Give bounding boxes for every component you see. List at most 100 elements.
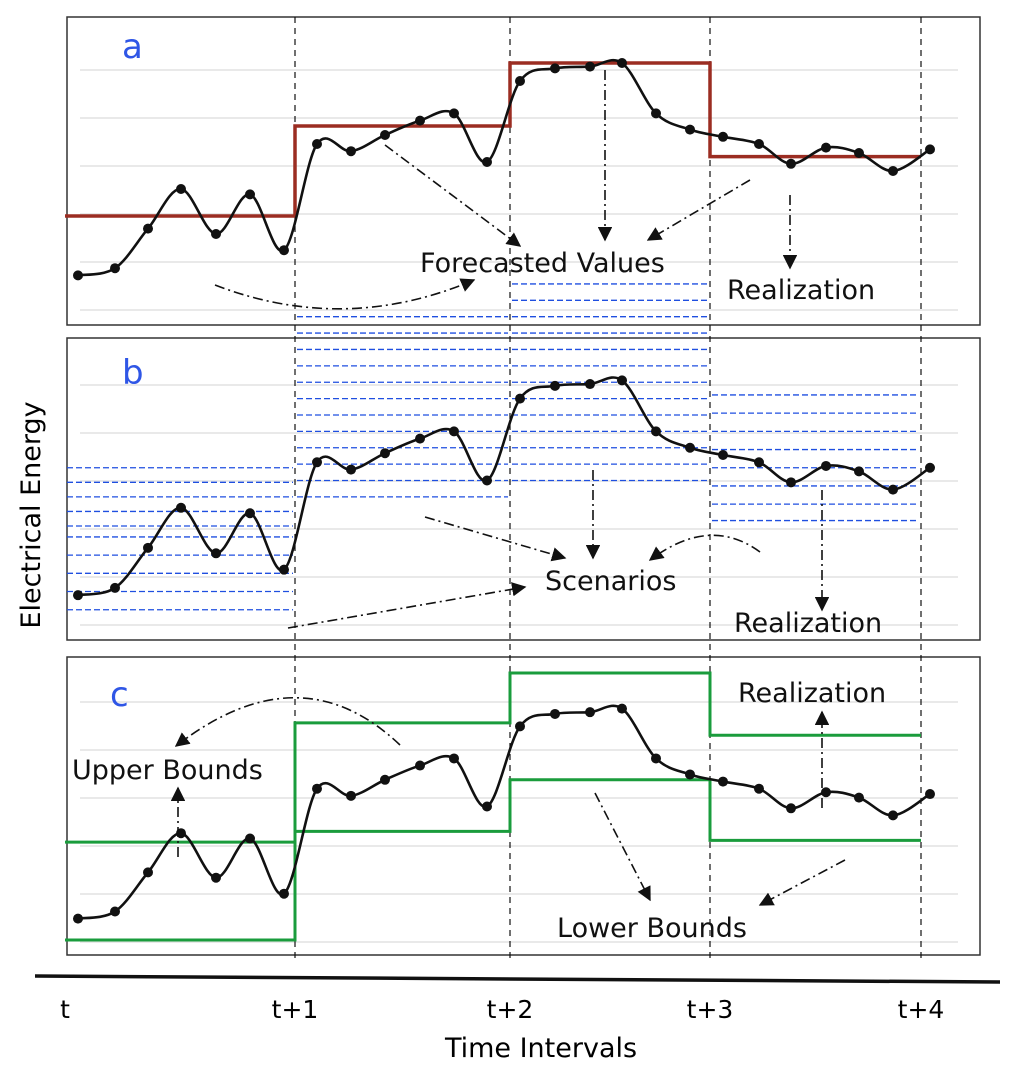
realization-point: [346, 790, 356, 801]
realization-point: [515, 76, 525, 86]
tick-t3: t+3: [687, 995, 734, 1024]
realization-point: [786, 158, 796, 169]
realization-point: [617, 375, 627, 386]
realization-point: [73, 590, 83, 601]
realization-point: [754, 457, 764, 468]
realization-point: [617, 703, 627, 714]
realization-point: [380, 774, 390, 785]
realization-point: [854, 148, 864, 158]
realization-point: [245, 833, 255, 844]
realization-point: [346, 464, 356, 475]
realization-point: [143, 867, 153, 878]
realization-point: [786, 477, 796, 488]
realization-point: [245, 508, 255, 519]
realization-point: [176, 184, 186, 194]
arrow-scenarios-4: [287, 582, 527, 629]
realization-point: [651, 108, 661, 119]
realization-point: [143, 223, 153, 234]
panel-a-realization-label: Realization: [727, 275, 875, 306]
realization-point: [718, 131, 728, 142]
panel-c-frame: [66, 656, 981, 956]
realization-point: [754, 783, 764, 794]
realization-point: [854, 792, 864, 803]
realization-point: [821, 460, 831, 471]
realization-point: [888, 484, 898, 495]
y-axis-title: Electrical Energy: [16, 401, 47, 628]
realization-point: [73, 270, 83, 281]
background-gridlines: [80, 69, 958, 943]
panel-c-realization-label: Realization: [738, 678, 886, 709]
realization-point: [718, 776, 728, 787]
tick-t1: t+1: [272, 995, 319, 1024]
realization-point: [415, 433, 425, 444]
realization-point: [854, 466, 864, 477]
realization-point: [143, 542, 153, 553]
lower-bound-line: [65, 778, 921, 942]
realization-point: [585, 707, 595, 718]
realization-point: [550, 380, 560, 391]
panel-b-label: b: [122, 353, 144, 393]
panel-a-label: a: [122, 27, 143, 67]
realization-point: [279, 245, 289, 256]
realization-point: [617, 58, 627, 68]
realization-point: [346, 146, 356, 157]
tick-t4: t+4: [898, 995, 945, 1024]
realization-point: [718, 450, 728, 461]
arrow-lower-1: [594, 792, 651, 902]
arrow-scenarios-1: [424, 516, 567, 562]
lower-bounds-label: Lower Bounds: [557, 913, 747, 944]
realization-point: [245, 189, 255, 200]
realization-point: [685, 442, 695, 453]
panel-c: [65, 671, 935, 942]
realization-point: [449, 426, 459, 437]
realization-point: [110, 582, 120, 593]
panel-c-label: c: [110, 675, 129, 715]
panel-a: [65, 58, 935, 281]
upper-bounds-label: Upper Bounds: [72, 755, 263, 786]
realization-point: [312, 139, 322, 149]
realization-point: [449, 108, 459, 119]
forecasted-values-label: Forecasted Values: [420, 248, 665, 279]
realization-point: [651, 426, 661, 437]
arrow-forecast-3: [646, 179, 751, 241]
scenarios-label: Scenarios: [545, 566, 676, 597]
realization-point: [585, 379, 595, 390]
realization-point: [211, 548, 221, 559]
realization-point: [211, 872, 221, 883]
realization-point: [515, 393, 525, 404]
realization-point: [110, 906, 120, 917]
annotation-arrows: [170, 70, 846, 906]
arrow-lower-2: [758, 859, 846, 906]
realization-point: [925, 789, 935, 800]
realization-point: [110, 263, 120, 274]
realization-point: [685, 769, 695, 780]
arrow-scenarios-3: [648, 534, 761, 561]
realization-point: [786, 803, 796, 814]
realization-point: [380, 130, 390, 140]
panel-b-frame: [66, 337, 981, 641]
realization-curve: [77, 58, 931, 277]
realization-point: [415, 115, 425, 126]
realization-point: [279, 564, 289, 575]
realization-point: [925, 144, 935, 155]
realization-point: [415, 760, 425, 771]
x-axis-line: [34, 974, 1001, 984]
realization-point: [211, 229, 221, 239]
realization-point: [449, 753, 459, 764]
realization-point: [651, 753, 661, 764]
x-axis-title: Time Intervals: [444, 1033, 637, 1064]
realization-curve: [77, 704, 931, 920]
realization-point: [821, 142, 831, 153]
arrow-forecast-1: [384, 144, 522, 247]
forecast-step-line: [65, 61, 921, 218]
realization-point: [888, 810, 898, 821]
realization-point: [685, 124, 695, 135]
arrow-forecast-4: [214, 278, 476, 310]
tick-t: t: [60, 995, 70, 1024]
panel-b: [67, 283, 935, 611]
panel-b-realization-label: Realization: [734, 608, 882, 639]
realization-point: [821, 787, 831, 798]
realization-point: [380, 448, 390, 459]
tick-t2: t+2: [487, 995, 534, 1024]
